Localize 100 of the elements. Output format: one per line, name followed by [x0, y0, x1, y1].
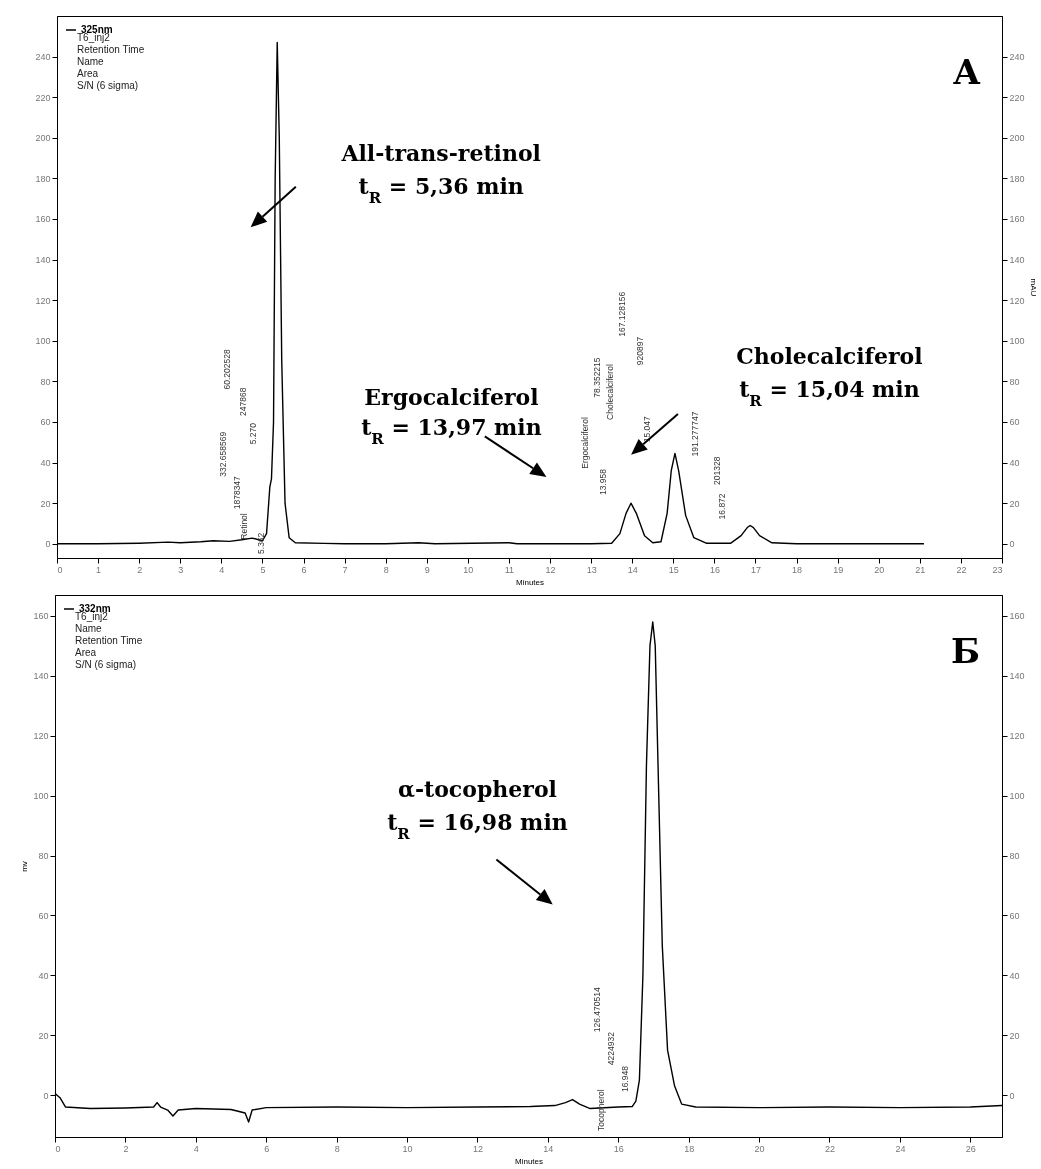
x-tick-label: 20: [874, 564, 885, 575]
y2-tick-label: 60: [1009, 417, 1020, 428]
annotation: 167.128156: [616, 291, 627, 337]
annotation: 13.958: [597, 468, 608, 496]
y2-tick-label: 220: [1009, 92, 1025, 103]
annotation: t$_{R}$ = 5,36 min: [358, 172, 524, 207]
annotation: Name: [75, 623, 103, 634]
y-tick-label: 0: [45, 539, 51, 550]
y2-tick-label: 40: [1009, 970, 1020, 981]
annotation: S/N (6 sigma): [75, 659, 137, 670]
annotation: Area: [77, 68, 99, 79]
x-tick-label: 8: [383, 564, 389, 575]
annotation: Area: [75, 647, 97, 658]
annotation: 15.047: [641, 416, 652, 443]
y-tick-label: 60: [40, 417, 51, 428]
x-tick-label: 19: [833, 564, 844, 575]
annotation: 4224932: [606, 1031, 617, 1066]
x-tick-label: 1: [96, 564, 102, 575]
y2-tick-label: 120: [1009, 731, 1025, 742]
y-tick-label: 40: [38, 970, 49, 981]
x-tick-label: 24: [895, 1143, 906, 1154]
x-tick-label: 14: [543, 1143, 554, 1154]
x-tick-label: 12: [545, 564, 556, 575]
y-tick-label: 180: [35, 173, 51, 184]
annotation: t$_{R}$ = 16,98 min: [387, 808, 568, 843]
annotation: t$_{R}$ = 13,97 min: [361, 414, 542, 449]
y-tick-label: 60: [38, 910, 49, 921]
y2-tick-label: 0: [1009, 1090, 1015, 1101]
y2-tick-label: 160: [1009, 611, 1025, 622]
y2-tick-label: 140: [1009, 671, 1025, 682]
x-tick-label: 10: [402, 1143, 413, 1154]
x-tick-label: 4: [219, 564, 225, 575]
annotation: 16.948: [620, 1065, 631, 1093]
y2-tick-label: 100: [1009, 336, 1025, 347]
annotation: 16.872: [716, 493, 727, 520]
x-tick-label: 16: [709, 564, 720, 575]
x-tick-label: 6: [301, 564, 307, 575]
y2-tick-label: 0: [1009, 539, 1015, 550]
annotation: 78.352215: [592, 357, 603, 398]
y-tick-label: 20: [40, 498, 51, 509]
x-tick-label: 2: [123, 1143, 129, 1154]
x-tick-label: 6: [264, 1143, 270, 1154]
y-tick-label: 160: [35, 214, 51, 225]
y2-tick-label: 160: [1009, 214, 1025, 225]
y-tick-label: 140: [35, 255, 51, 266]
y2-tick-label: 140: [1009, 255, 1025, 266]
x-tick-label: 21: [915, 564, 926, 575]
y-tick-label: 160: [33, 611, 49, 622]
annotation: A: [952, 52, 981, 92]
x-tick-label: 0: [57, 564, 63, 575]
annotation: 126.470514: [592, 987, 603, 1033]
y-tick-label: 20: [38, 1030, 49, 1041]
x-tick-label: 22: [824, 1143, 836, 1154]
x-tick-label: 5: [260, 564, 266, 575]
x-tick-label: 11: [504, 564, 515, 575]
y2-tick-label: 180: [1009, 173, 1025, 184]
x-tick-label: 20: [754, 1143, 765, 1154]
annotation: 5.270: [248, 422, 259, 445]
x-tick-label: 15: [668, 564, 679, 575]
y-tick-label: 40: [40, 458, 51, 469]
annotation: Ergocalciferol: [364, 383, 539, 410]
y2-tick-label: 100: [1009, 791, 1025, 802]
x-tick-label: 13: [586, 564, 597, 575]
y-tick-label: 200: [35, 133, 51, 144]
y-tick-label: 80: [40, 376, 51, 387]
y2-tick-label: 80: [1009, 851, 1020, 862]
annotation: S/N (6 sigma): [77, 80, 139, 91]
x-tick-label: 0: [55, 1143, 61, 1154]
x-tick-label: 12: [472, 1143, 483, 1154]
x-tick-label: 18: [684, 1143, 695, 1154]
y2-tick-label: 20: [1009, 1030, 1020, 1041]
x-tick-label: 17: [750, 564, 761, 575]
x-tick-label: 9: [424, 564, 430, 575]
x-tick-label: 7: [342, 564, 348, 575]
x-tick-label: 23: [992, 564, 1003, 575]
y-tick-label: 100: [35, 336, 51, 347]
y-tick-label: 100: [33, 791, 49, 802]
y-tick-label: 240: [35, 52, 51, 63]
y2-tick-label: 60: [1009, 910, 1020, 921]
y-tick-label: 120: [33, 731, 49, 742]
annotation: Cholecalciferol: [736, 343, 923, 370]
annotation: All-trans-retinol: [340, 140, 541, 167]
annotation: 60.202528: [221, 349, 232, 390]
x-axis-title: Minutes: [515, 577, 545, 587]
annotation: t$_{R}$ = 15,04 min: [739, 375, 920, 410]
x-tick-label: 8: [334, 1143, 340, 1154]
annotation: 920897: [635, 336, 646, 366]
y2-tick-label: 200: [1009, 133, 1025, 144]
y2-axis-title: mAU: [1028, 278, 1038, 297]
y2-tick-label: 20: [1009, 498, 1020, 509]
x-tick-label: 22: [956, 564, 967, 575]
x-tick-label: 14: [627, 564, 638, 575]
annotation: 5.362: [256, 532, 267, 554]
x-tick-label: 3: [178, 564, 184, 575]
y2-tick-label: 40: [1009, 458, 1020, 469]
annotation: 247868: [237, 387, 248, 416]
annotation: 1878347: [231, 475, 242, 510]
annotation: Retinol: [238, 513, 249, 540]
y2-tick-label: 80: [1009, 376, 1020, 387]
annotation: 191.277747: [690, 411, 701, 457]
